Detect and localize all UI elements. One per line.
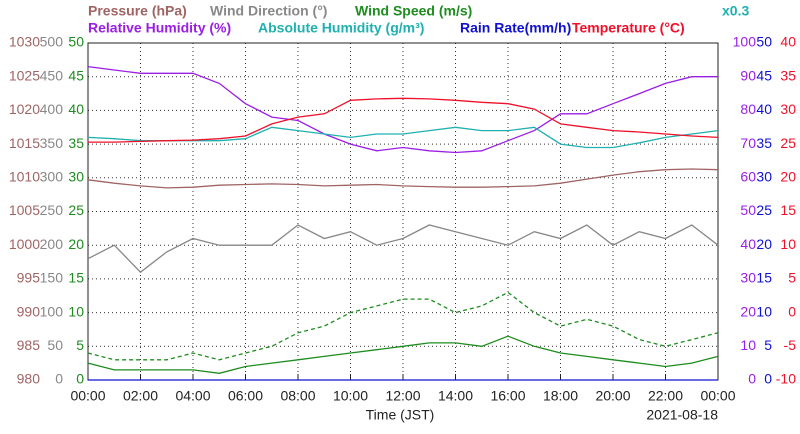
y-tick-label: 1020 xyxy=(9,101,40,117)
scale-note: x0.3 xyxy=(722,3,749,19)
y-tick-label: 35 xyxy=(756,135,772,151)
y-tick-label: 100 xyxy=(733,34,757,50)
series-line xyxy=(87,65,718,154)
y-tick-label: 350 xyxy=(40,135,64,151)
y-tick-label: 5 xyxy=(764,337,772,353)
y-tick-label: 40 xyxy=(756,101,772,117)
x-tick-label: 10:00 xyxy=(333,388,368,404)
y-tick-label: 40 xyxy=(780,34,796,50)
y-tick-label: 50 xyxy=(756,34,772,50)
legend-label: Wind Speed (m/s) xyxy=(355,3,472,19)
x-tick-label: 02:00 xyxy=(123,388,158,404)
y-tick-label: 250 xyxy=(40,202,64,218)
series-line xyxy=(87,291,719,361)
y-tick-label: 1000 xyxy=(9,236,40,252)
y-tick-label: 0 xyxy=(764,371,772,387)
y-tick-label: 35 xyxy=(780,67,796,83)
y-tick-label: 980 xyxy=(17,371,41,387)
y-tick-label: 300 xyxy=(40,169,64,185)
x-tick-label: 00:00 xyxy=(700,388,735,404)
y-tick-label: 990 xyxy=(17,303,41,319)
y-tick-label: 70 xyxy=(740,135,756,151)
x-tick-label: 20:00 xyxy=(595,388,630,404)
y-tick-label: 0 xyxy=(55,371,63,387)
y-tick-label: 985 xyxy=(17,337,41,353)
y-tick-label: -10 xyxy=(776,371,796,387)
y-tick-label: 1030 xyxy=(9,34,40,50)
y-tick-label: 30 xyxy=(756,169,772,185)
x-tick-label: 04:00 xyxy=(175,388,210,404)
y-tick-label: 50 xyxy=(47,337,63,353)
date-label: 2021-08-18 xyxy=(646,407,718,423)
y-tick-label: 45 xyxy=(756,67,772,83)
y-tick-label: 5 xyxy=(76,337,84,353)
y-tick-label: 40 xyxy=(68,101,84,117)
y-tick-label: 0 xyxy=(788,303,796,319)
y-tick-label: 25 xyxy=(68,202,84,218)
y-tick-label: 100 xyxy=(40,303,64,319)
y-tick-label: 10 xyxy=(780,236,796,252)
y-tick-label: 10 xyxy=(68,303,84,319)
y-tick-label: 500 xyxy=(40,34,64,50)
y-tick-label: 15 xyxy=(756,270,772,286)
y-tick-label: 30 xyxy=(740,270,756,286)
y-tick-label: 15 xyxy=(68,270,84,286)
series-line xyxy=(87,224,719,274)
series-line xyxy=(87,335,719,374)
y-tick-label: 150 xyxy=(40,270,64,286)
x-tick-label: 16:00 xyxy=(490,388,525,404)
y-tick-label: 450 xyxy=(40,67,64,83)
y-tick-label: 60 xyxy=(740,169,756,185)
legend-label: Absolute Humidity (g/m³) xyxy=(258,20,424,36)
y-tick-label: 20 xyxy=(68,236,84,252)
y-tick-label: 90 xyxy=(740,67,756,83)
y-tick-label: 30 xyxy=(68,169,84,185)
series-line xyxy=(87,168,719,189)
y-tick-label: 0 xyxy=(76,371,84,387)
y-tick-label: 10 xyxy=(756,303,772,319)
y-tick-label: 30 xyxy=(780,101,796,117)
y-tick-label: 25 xyxy=(756,202,772,218)
legend-label: Temperature (°C) xyxy=(572,20,685,36)
y-tick-label: 45 xyxy=(68,67,84,83)
x-tick-label: 18:00 xyxy=(543,388,578,404)
y-tick-label: 20 xyxy=(756,236,772,252)
y-tick-label: 10 xyxy=(740,337,756,353)
x-tick-label: 22:00 xyxy=(648,388,683,404)
x-axis-title: Time (JST) xyxy=(366,407,435,423)
y-tick-label: 20 xyxy=(740,303,756,319)
y-tick-label: 40 xyxy=(740,236,756,252)
x-tick-label: 08:00 xyxy=(280,388,315,404)
y-tick-label: 5 xyxy=(788,270,796,286)
y-tick-label: 35 xyxy=(68,135,84,151)
y-tick-label: 50 xyxy=(68,34,84,50)
y-tick-label: 25 xyxy=(780,135,796,151)
series-line xyxy=(88,97,719,143)
y-tick-label: 400 xyxy=(40,101,64,117)
x-tick-label: 12:00 xyxy=(385,388,420,404)
y-tick-label: 15 xyxy=(780,202,796,218)
y-tick-label: 80 xyxy=(740,101,756,117)
y-tick-label: 1015 xyxy=(9,135,40,151)
x-tick-label: 00:00 xyxy=(70,388,105,404)
legend-label: Wind Direction (°) xyxy=(210,3,327,19)
x-tick-label: 06:00 xyxy=(228,388,263,404)
x-tick-label: 14:00 xyxy=(438,388,473,404)
y-tick-label: 995 xyxy=(17,270,41,286)
y-tick-label: 1025 xyxy=(9,67,40,83)
legend-label: Relative Humidity (%) xyxy=(88,20,231,36)
y-tick-label: 50 xyxy=(740,202,756,218)
y-tick-label: 0 xyxy=(748,371,756,387)
y-tick-label: 1010 xyxy=(9,169,40,185)
y-tick-label: 200 xyxy=(40,236,64,252)
y-tick-label: 20 xyxy=(780,169,796,185)
y-tick-label: -5 xyxy=(784,337,797,353)
legend-label: Pressure (hPa) xyxy=(88,3,187,19)
y-tick-label: 1005 xyxy=(9,202,40,218)
legend-label: Rain Rate(mm/h) xyxy=(460,20,571,36)
